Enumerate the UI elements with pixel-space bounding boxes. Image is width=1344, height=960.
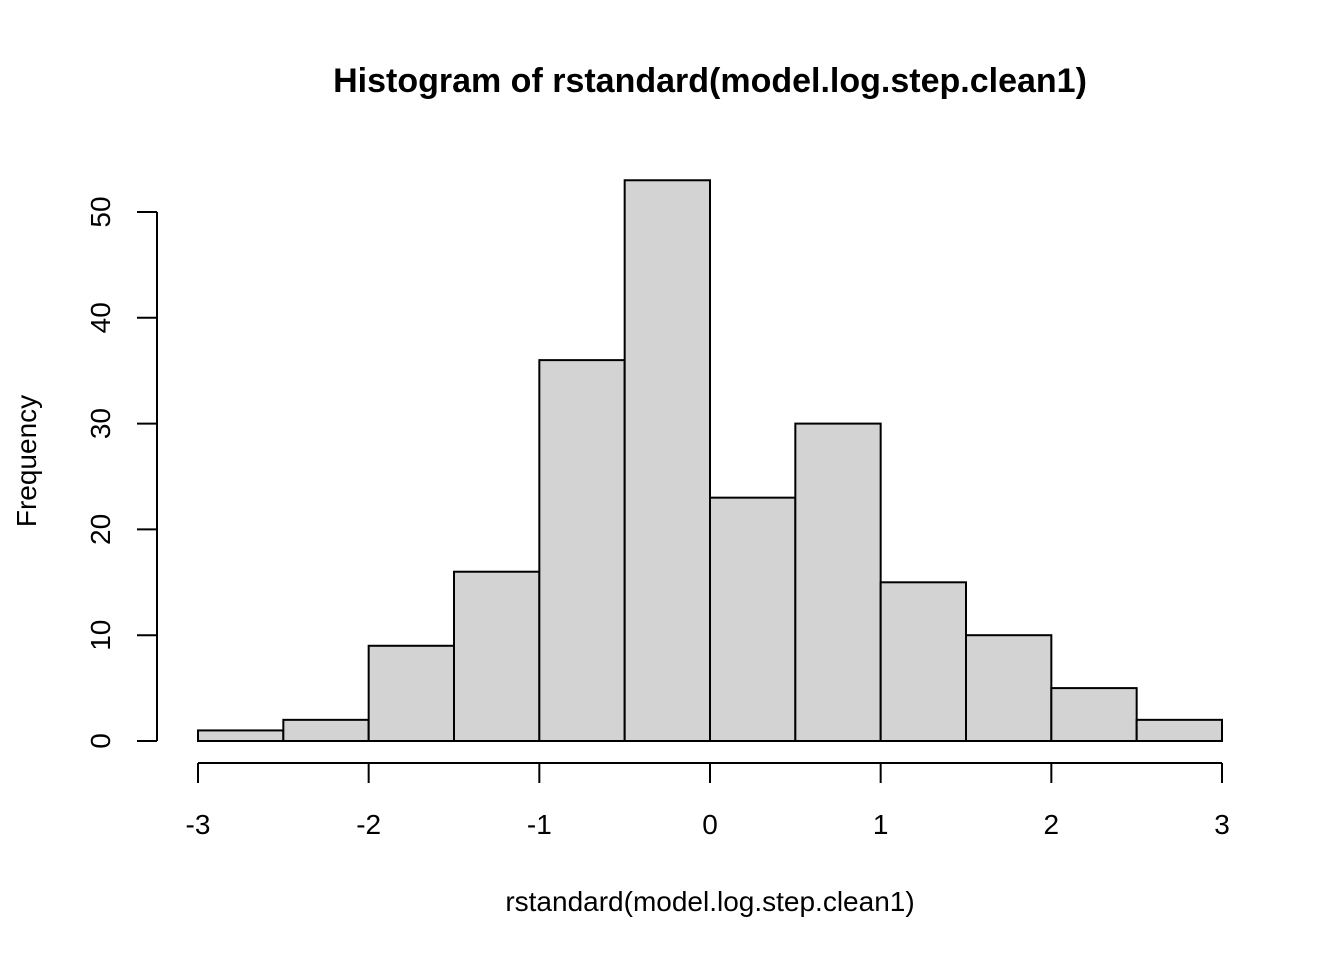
histogram-bar [367,644,455,743]
histogram-bar [709,496,797,742]
y-tick-label: 30 [85,408,116,439]
x-tick-label: 1 [873,809,889,840]
histogram-bar [623,179,712,742]
chart-title: Histogram of rstandard(model.log.step.cl… [333,62,1087,100]
x-axis: -3 -2 -1 0 1 2 3 [186,762,1230,840]
histogram-bar [965,634,1053,743]
histogram-bar [1135,718,1223,743]
x-tick-label: -2 [356,809,381,840]
histogram-bar [1050,687,1138,742]
histogram-bar [197,729,285,742]
x-tick-label: -1 [527,809,552,840]
y-tick-label: 10 [85,620,116,651]
y-axis-label: Frequency [11,395,42,527]
x-tick-label: -3 [186,809,211,840]
y-tick-label: 40 [85,302,116,333]
y-axis: 0 10 20 30 40 50 [85,196,158,749]
x-tick-label: 3 [1214,809,1230,840]
y-tick-label: 20 [85,514,116,545]
histogram-bar [453,570,541,742]
x-axis-label: rstandard(model.log.step.clean1) [505,886,914,917]
x-tick-label: 0 [702,809,718,840]
y-tick-label: 0 [85,733,116,749]
histogram-bar [282,718,370,743]
histogram-bar [794,422,882,742]
y-tick-label: 50 [85,196,116,227]
histogram-bar [538,359,626,742]
histogram-bar [879,581,968,742]
histogram-bars [197,179,1223,743]
x-tick-label: 2 [1044,809,1060,840]
